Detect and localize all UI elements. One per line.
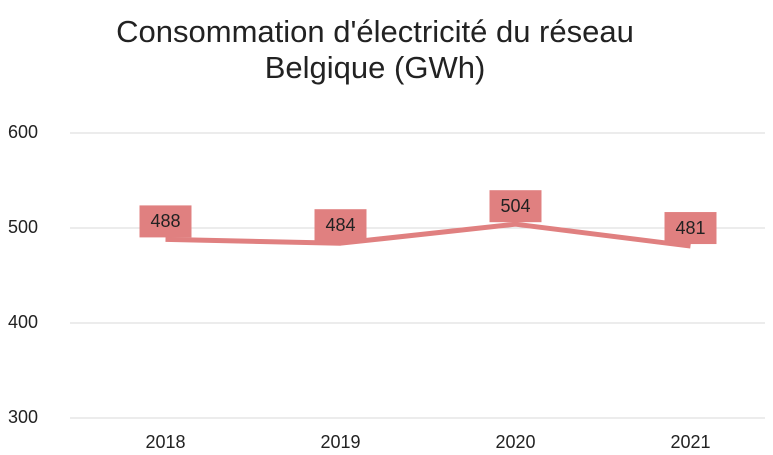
y-tick-label: 400 (8, 312, 38, 332)
x-tick-label: 2018 (145, 432, 185, 452)
data-label-box (314, 209, 367, 242)
y-tick-label: 300 (8, 407, 38, 427)
data-label: 484 (325, 215, 355, 235)
data-label-box (489, 190, 542, 223)
data-label-box (139, 205, 192, 238)
x-tick-label: 2019 (320, 432, 360, 452)
y-tick-label: 500 (8, 217, 38, 237)
x-tick-label: 2021 (670, 432, 710, 452)
data-label-box (664, 212, 717, 245)
data-label: 481 (675, 218, 705, 238)
chart-title: Consommation d'électricité du réseau Bel… (116, 14, 634, 85)
data-label: 504 (500, 196, 530, 216)
data-label: 488 (150, 211, 180, 231)
line (165, 221, 691, 249)
x-tick-label: 2020 (495, 432, 535, 452)
y-tick-label: 600 (8, 122, 38, 142)
